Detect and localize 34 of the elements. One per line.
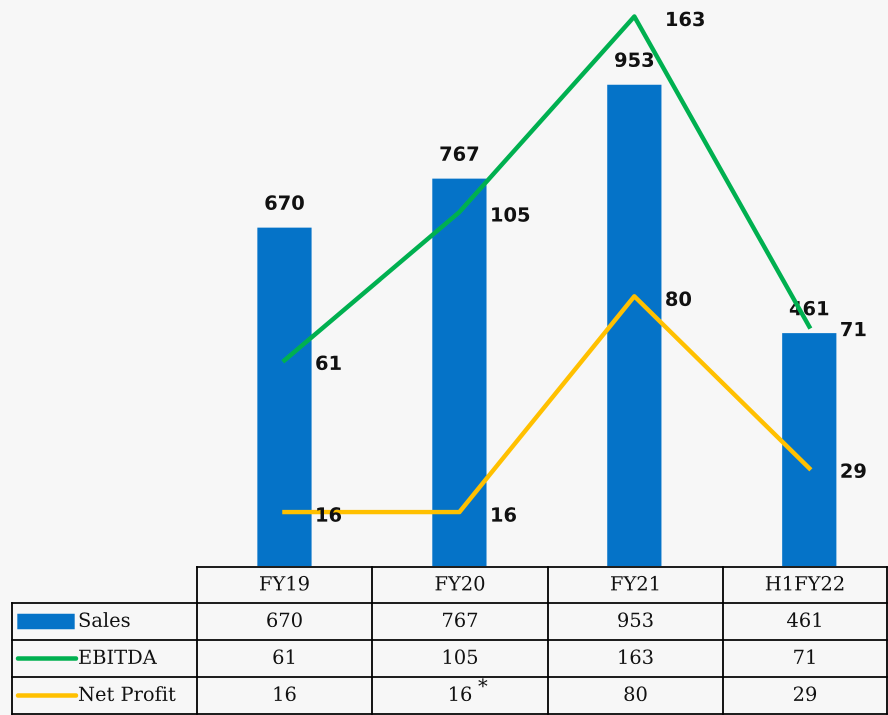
bar <box>257 228 312 566</box>
annotation: 80 <box>666 291 692 306</box>
data-label: 71 <box>794 649 815 664</box>
annotation: 29 <box>841 463 866 478</box>
data-label: 767 <box>443 612 478 628</box>
data-label: 163 <box>619 649 653 664</box>
text: * <box>478 678 488 688</box>
annotation: 16 <box>492 507 516 522</box>
annotation: 71 <box>841 322 866 336</box>
annotation: 953 <box>615 52 654 68</box>
legend-label: Net Profit <box>78 686 176 702</box>
data-label: 105 <box>444 649 478 664</box>
x-tick-label: FY21 <box>611 576 658 590</box>
data-label: 16 <box>274 686 296 702</box>
text: 163 <box>667 12 704 26</box>
x-tick-label: H1FY22 <box>766 576 844 590</box>
annotation: 61 <box>316 355 341 370</box>
data-label: 80 <box>624 686 647 702</box>
data-label: 953 <box>618 612 653 628</box>
legend-label: EBITDA <box>79 650 157 664</box>
annotation: 670 <box>265 195 304 210</box>
data-label: 16 <box>450 686 472 702</box>
x-tick-label: FY20 <box>436 576 484 591</box>
bar <box>432 178 487 566</box>
bar <box>782 333 836 566</box>
annotation: 105 <box>492 207 530 222</box>
legend-label: Sales <box>80 612 130 628</box>
data-label: 61 <box>273 649 294 664</box>
data-label: 29 <box>794 686 816 702</box>
bar <box>607 84 662 566</box>
data-label: 670 <box>267 612 302 628</box>
data-label: 461 <box>787 612 821 628</box>
annotation: 767 <box>440 146 478 161</box>
x-tick-label: FY19 <box>260 576 309 591</box>
